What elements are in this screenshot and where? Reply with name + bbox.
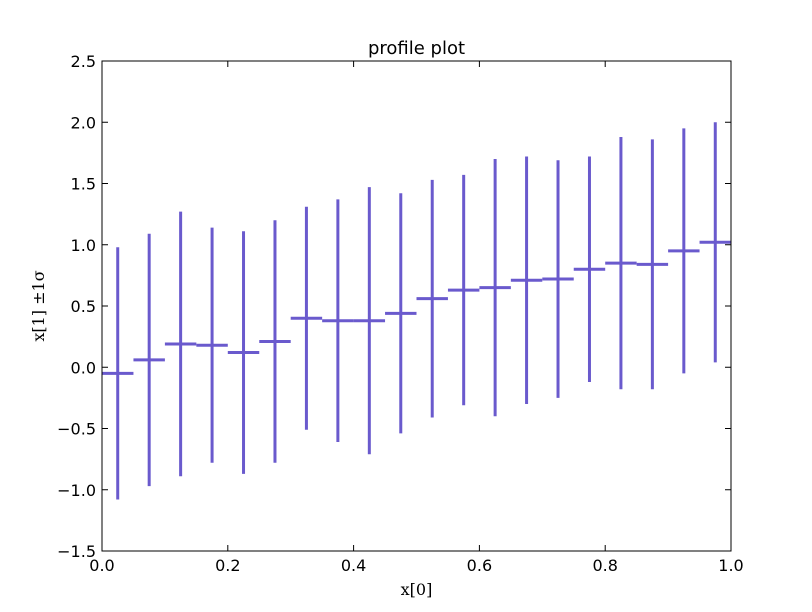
y-tick-label: 1.0 (71, 236, 96, 255)
y-axis-label: x[1] ±1σ (29, 270, 48, 341)
y-tick-label: −1.0 (57, 481, 96, 500)
x-tick-label: 0.4 (341, 556, 366, 575)
x-tick-label: 1.0 (718, 556, 743, 575)
plot-area (102, 61, 731, 551)
error-bar-point (510, 156, 543, 404)
x-tick-label: 0.6 (467, 556, 492, 575)
error-bar-point (259, 220, 291, 463)
error-bar-point (196, 227, 228, 463)
error-bar-point (605, 136, 637, 390)
error-bars-layer (102, 122, 731, 500)
error-bar-point (227, 231, 260, 474)
y-tick-label: 0.0 (71, 358, 96, 377)
error-bar-point (133, 233, 165, 487)
y-tick-label: −1.5 (57, 542, 96, 561)
tick-labels-layer: 0.0 0.2 0.4 0.6 0.8 1.0 −1.5 −1.0 −0.5 0.0 0.5 1.0 1… (57, 52, 744, 575)
error-bar-point (102, 247, 134, 500)
y-tick-label: 2.0 (71, 113, 96, 132)
error-bar-point (573, 156, 606, 382)
y-tick-label: 1.5 (71, 175, 96, 194)
error-bar-point (636, 139, 669, 390)
x-axis-label: x[0] (401, 580, 433, 599)
error-bar-point (416, 179, 448, 418)
error-bar-point (322, 199, 354, 442)
error-bar-point (290, 206, 323, 430)
error-bar-point (699, 122, 731, 363)
error-bar-point (542, 160, 574, 398)
plot-frame (101, 60, 732, 552)
y-tick-label: −0.5 (57, 420, 96, 439)
error-bar-point (479, 159, 511, 417)
error-bar-point (447, 174, 480, 406)
chart-title: profile plot (368, 38, 465, 59)
error-bar-point (385, 193, 417, 434)
y-tick-label: 0.5 (71, 297, 96, 316)
x-tick-label: 0.0 (89, 556, 114, 575)
error-bar-point (353, 187, 386, 455)
x-tick-label: 0.8 (592, 556, 617, 575)
error-bar-point (164, 211, 197, 477)
x-tick-label: 0.2 (215, 556, 240, 575)
error-bar-point (668, 128, 700, 374)
y-tick-label: 2.5 (71, 52, 96, 71)
